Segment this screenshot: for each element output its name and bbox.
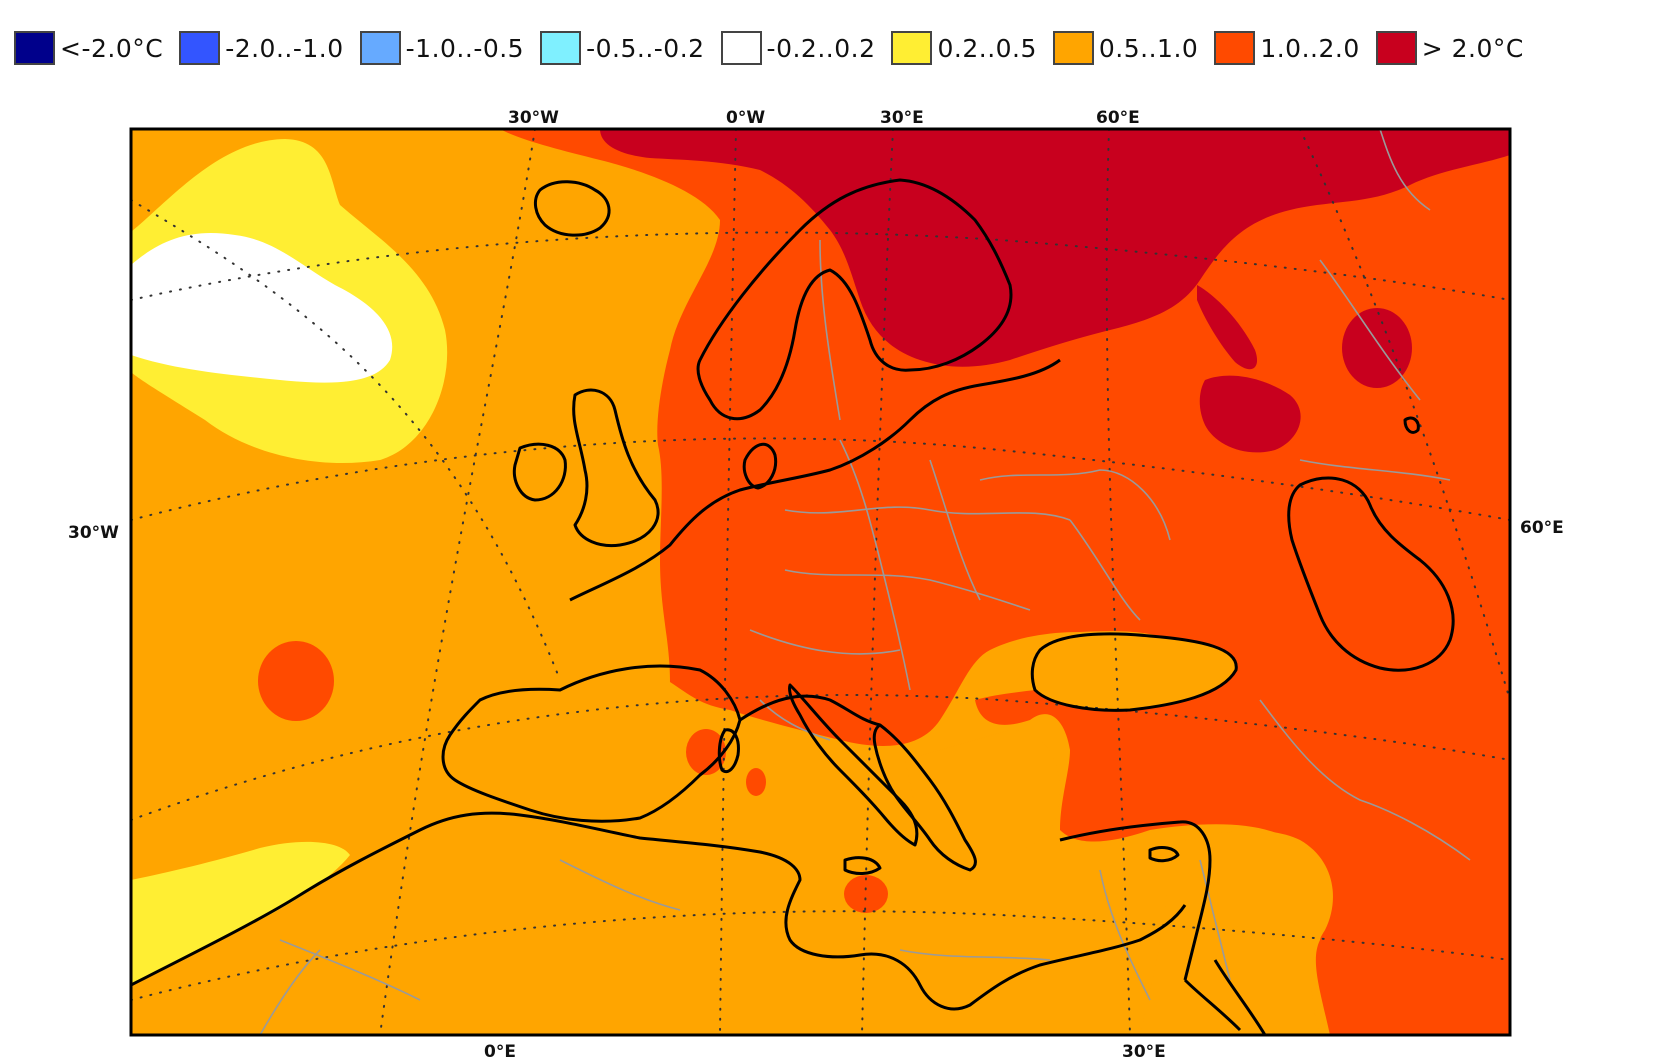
legend-item: -2.0..-1.0	[179, 31, 343, 65]
anomaly-region-orange-black-sea	[1035, 633, 1237, 711]
coord-label-top: 30°E	[880, 108, 924, 128]
country-borders	[259, 129, 1471, 1035]
legend-item: -1.0..-0.5	[359, 31, 525, 65]
coord-label-top: 30°W	[508, 108, 559, 128]
map-field	[131, 129, 1510, 1035]
legend-swatch	[720, 31, 762, 65]
legend-label: <-2.0°C	[60, 33, 164, 63]
legend-item: -0.2..0.2	[720, 31, 876, 65]
anomaly-region-orange-balkans	[905, 730, 1060, 854]
legend-item: 1.0..2.0	[1214, 31, 1359, 65]
legend-label: -1.0..-0.5	[405, 33, 525, 63]
legend-swatch	[1375, 31, 1417, 65]
anomaly-region-yellow-south	[131, 841, 350, 985]
legend-item: > 2.0°C	[1375, 31, 1524, 65]
legend-item: 0.2..0.5	[891, 31, 1036, 65]
anomaly-blob-east-3	[1342, 308, 1412, 388]
anomaly-region-dark-red-north	[600, 129, 1510, 367]
legend-label: 0.2..0.5	[937, 33, 1037, 63]
coord-label-left: 30°W	[68, 523, 119, 543]
anomaly-blob-east-1	[1197, 285, 1258, 370]
graticule	[131, 129, 1510, 1035]
legend-label: -0.5..-0.2	[586, 33, 705, 63]
coord-label-top: 60°E	[1096, 108, 1140, 128]
legend-swatch	[1214, 31, 1256, 65]
map-frame	[129, 127, 1512, 1037]
legend-item: <-2.0°C	[14, 31, 163, 65]
legend-swatch	[14, 31, 55, 65]
legend-item: -0.5..-0.2	[540, 31, 704, 65]
legend-swatch	[540, 31, 582, 65]
anomaly-region-orange-red	[500, 129, 1510, 1035]
anomaly-blob-tyrrhenian	[746, 768, 766, 796]
legend-label: -2.0..-1.0	[225, 33, 344, 63]
legend-label: 0.5..1.0	[1098, 33, 1199, 63]
legend-swatch	[1052, 31, 1094, 65]
anomaly-blob-sardinia	[686, 729, 726, 775]
legend-label: > 2.0°C	[1421, 33, 1524, 63]
anomaly-blob-atlantic	[258, 641, 334, 721]
anomaly-region-white	[131, 233, 393, 383]
anomaly-blob-mediterranean	[844, 875, 888, 913]
legend-swatch	[359, 31, 401, 65]
coastlines	[131, 178, 1455, 1035]
coord-label-bottom: 0°E	[484, 1042, 516, 1062]
coord-label-right: 60°E	[1520, 518, 1564, 538]
coord-label-top: 0°W	[726, 108, 766, 128]
legend-swatch	[179, 31, 221, 65]
legend: <-2.0°C -2.0..-1.0 -1.0..-0.5 -0.5..-0.2…	[14, 28, 1540, 68]
coord-label-bottom: 30°E	[1122, 1042, 1166, 1062]
legend-item: 0.5..1.0	[1052, 31, 1199, 65]
legend-swatch	[891, 31, 933, 65]
legend-label: -0.2..0.2	[766, 33, 876, 63]
legend-label: 1.0..2.0	[1260, 33, 1360, 63]
anomaly-blob-east-2	[1199, 375, 1301, 453]
